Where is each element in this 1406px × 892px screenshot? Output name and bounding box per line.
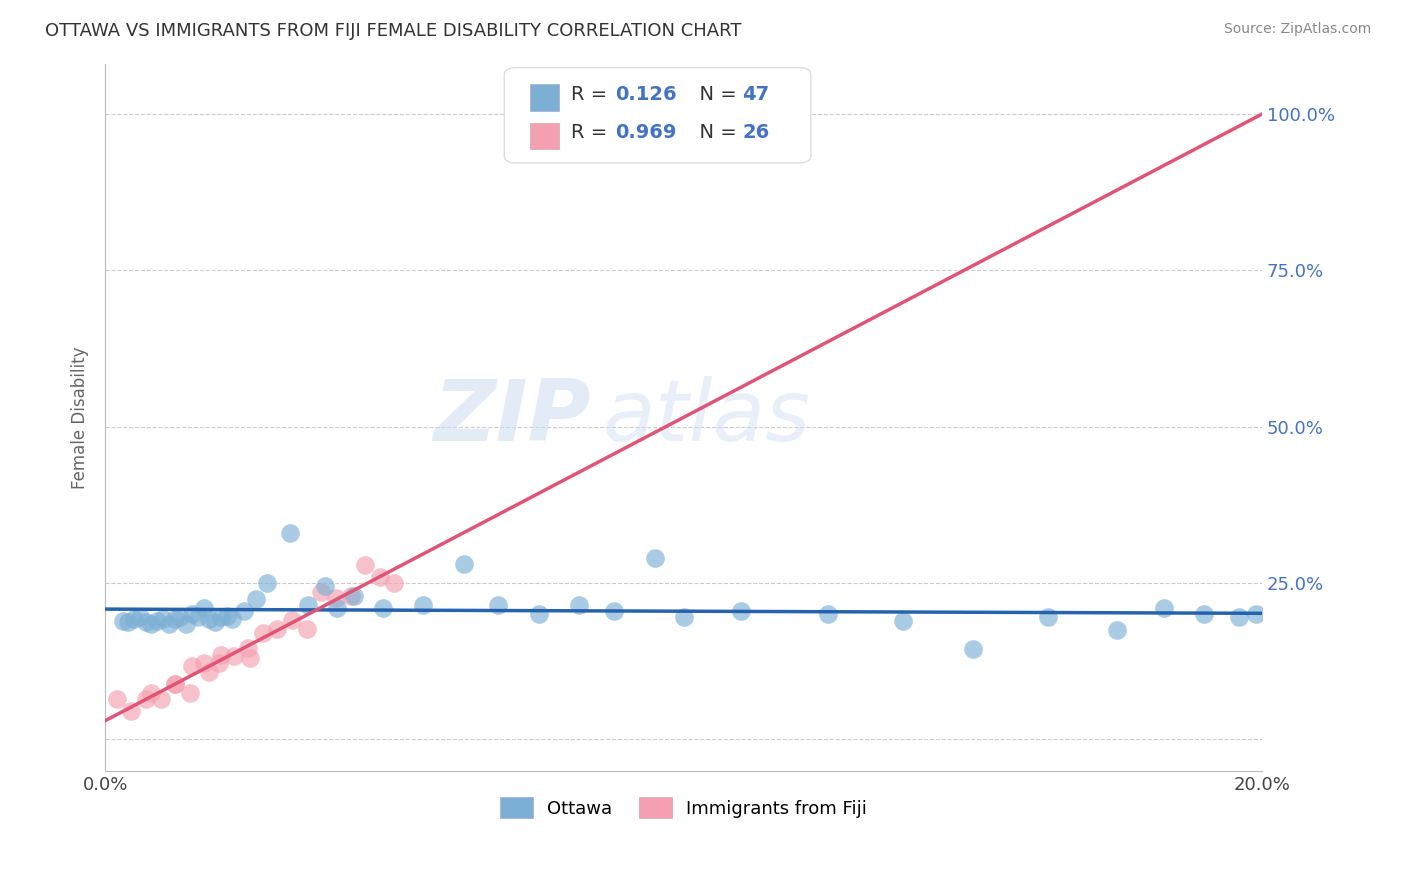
Point: [152, 612, 174, 626]
Point: [384, 575, 406, 590]
Point: [120, 704, 142, 718]
Point: [222, 648, 245, 663]
Text: N =: N =: [688, 123, 742, 142]
Point: [412, 598, 434, 612]
Point: [527, 607, 550, 622]
Point: [174, 616, 197, 631]
Point: [672, 610, 695, 624]
Point: [209, 648, 232, 663]
Point: [221, 612, 243, 626]
Point: [193, 656, 215, 670]
Point: [266, 622, 288, 636]
Point: [339, 589, 361, 603]
Point: [239, 651, 262, 665]
Point: [295, 623, 318, 637]
Point: [141, 616, 163, 631]
Point: [453, 558, 475, 572]
Point: [187, 610, 209, 624]
Point: [603, 604, 626, 618]
Point: [163, 677, 186, 691]
Point: [208, 656, 231, 670]
Bar: [530, 122, 558, 150]
Point: [122, 612, 145, 626]
Point: [343, 589, 366, 603]
Point: [311, 585, 333, 599]
Text: N =: N =: [688, 85, 742, 103]
Text: atlas: atlas: [603, 376, 811, 458]
Text: 26: 26: [742, 123, 770, 142]
Point: [817, 607, 839, 622]
Bar: [530, 85, 558, 112]
Point: [238, 640, 260, 655]
Point: [165, 677, 187, 691]
Point: [1227, 610, 1250, 624]
Point: [1107, 623, 1129, 637]
Point: [314, 579, 336, 593]
Point: [111, 614, 134, 628]
Point: [129, 610, 152, 624]
Point: [117, 615, 139, 629]
Point: [568, 598, 591, 612]
Point: [157, 616, 180, 631]
Point: [209, 610, 232, 624]
FancyBboxPatch shape: [505, 68, 811, 163]
Text: OTTAWA VS IMMIGRANTS FROM FIJI FEMALE DISABILITY CORRELATION CHART: OTTAWA VS IMMIGRANTS FROM FIJI FEMALE DI…: [45, 22, 741, 40]
Point: [962, 641, 984, 656]
Point: [135, 615, 157, 629]
Point: [325, 591, 347, 606]
Point: [644, 551, 666, 566]
Point: [1192, 607, 1215, 622]
Point: [181, 658, 204, 673]
Point: [198, 665, 221, 679]
Point: [198, 612, 221, 626]
Point: [297, 598, 319, 612]
Point: [278, 526, 301, 541]
Point: [105, 691, 128, 706]
Point: [169, 610, 191, 624]
Point: [193, 601, 215, 615]
Point: [141, 685, 163, 699]
Text: 0.969: 0.969: [616, 123, 676, 142]
Point: [146, 614, 169, 628]
Point: [325, 601, 347, 615]
Point: [181, 607, 204, 622]
Point: [149, 692, 172, 706]
Y-axis label: Female Disability: Female Disability: [72, 346, 89, 489]
Text: 47: 47: [742, 85, 769, 103]
Text: R =: R =: [571, 123, 614, 142]
Point: [1244, 607, 1267, 622]
Text: R =: R =: [571, 85, 614, 103]
Point: [371, 601, 394, 615]
Text: 0.126: 0.126: [616, 85, 676, 103]
Text: Source: ZipAtlas.com: Source: ZipAtlas.com: [1223, 22, 1371, 37]
Legend: Ottawa, Immigrants from Fiji: Ottawa, Immigrants from Fiji: [494, 790, 875, 825]
Point: [215, 608, 238, 623]
Point: [354, 558, 377, 573]
Point: [891, 614, 914, 628]
Point: [281, 613, 304, 627]
Point: [252, 625, 274, 640]
Point: [1153, 601, 1175, 615]
Point: [204, 615, 226, 629]
Text: ZIP: ZIP: [433, 376, 591, 458]
Point: [730, 604, 752, 618]
Point: [245, 591, 267, 606]
Point: [179, 686, 201, 700]
Point: [233, 604, 256, 618]
Point: [135, 692, 157, 706]
Point: [1036, 610, 1059, 624]
Point: [256, 576, 278, 591]
Point: [368, 570, 391, 584]
Point: [488, 598, 510, 612]
Point: [163, 612, 186, 626]
